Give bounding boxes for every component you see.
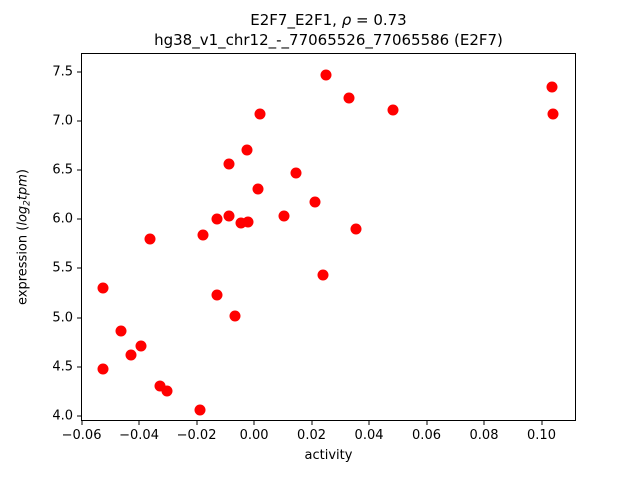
chart-title: E2F7_E2F1, ρ = 0.73 hg38_v1_chr12_-_7706…: [81, 10, 576, 50]
x-axis-tick-label: 0.08: [469, 428, 499, 443]
y-axis-tick-label: 7.0: [52, 113, 73, 129]
y-axis-label: expression (log2tpm): [16, 169, 33, 305]
title-correlation-value: = 0.73: [351, 11, 407, 29]
x-axis-tick: [81, 421, 83, 425]
y-axis-tick: [77, 366, 81, 368]
data-point: [235, 217, 247, 229]
plot-area: [81, 53, 576, 421]
y-axis-tick-label: 7.5: [52, 64, 73, 80]
data-point: [229, 310, 241, 322]
x-axis-tick-label: −0.02: [176, 428, 217, 443]
x-axis-tick-label: 0.00: [239, 428, 269, 443]
y-axis-tick-label: 4.5: [52, 359, 73, 375]
data-point: [223, 210, 235, 222]
data-point: [144, 233, 156, 245]
y-axis-tick: [77, 317, 81, 319]
y-axis-tick: [77, 169, 81, 171]
y-axis-label-suffix: ): [15, 169, 31, 175]
data-point: [546, 81, 558, 93]
x-axis-tick-label: −0.04: [119, 428, 159, 443]
y-axis-label-tpm: tpm: [15, 174, 31, 201]
data-point: [211, 213, 223, 225]
y-axis-tick-label: 6.5: [52, 162, 73, 178]
data-point: [317, 269, 329, 281]
rho-symbol: ρ: [341, 11, 352, 29]
data-point: [135, 340, 147, 352]
y-axis-tick: [77, 218, 81, 220]
data-point: [309, 196, 321, 208]
y-axis-tick-label: 5.5: [52, 260, 73, 276]
data-point: [387, 104, 399, 116]
x-axis-tick-label: 0.06: [412, 428, 441, 443]
data-point: [547, 108, 559, 120]
x-axis-tick: [483, 421, 485, 425]
data-point: [252, 183, 264, 195]
x-axis-tick-label: 0.02: [297, 428, 327, 443]
chart-title-line1: E2F7_E2F1, ρ = 0.73: [81, 10, 576, 30]
data-point: [343, 92, 355, 104]
data-point: [254, 108, 266, 120]
data-point: [278, 210, 290, 222]
y-axis-tick: [77, 415, 81, 417]
data-point: [290, 167, 302, 179]
data-point: [161, 385, 173, 397]
y-axis-tick: [77, 120, 81, 122]
title-pair-label: E2F7_E2F1,: [250, 11, 342, 29]
x-axis-tick-label: 0.04: [354, 428, 384, 443]
y-axis-tick-label: 4.0: [52, 408, 73, 424]
chart-title-line2: hg38_v1_chr12_-_77065526_77065586 (E2F7): [154, 31, 503, 49]
data-point: [197, 229, 209, 241]
x-axis-tick: [196, 421, 198, 425]
x-axis-tick: [541, 421, 542, 425]
y-axis-label-prefix: expression (: [15, 225, 31, 305]
data-point: [320, 69, 332, 81]
y-axis-tick-label: 5.0: [52, 310, 73, 326]
x-axis-tick: [311, 421, 313, 425]
data-point: [211, 289, 223, 301]
x-axis-tick: [138, 421, 140, 425]
y-axis-tick: [77, 267, 81, 269]
x-axis-tick: [368, 421, 370, 425]
data-point: [125, 349, 137, 361]
data-point: [223, 158, 235, 170]
y-axis-label-subscript: 2: [22, 200, 33, 206]
y-axis-label-log: log: [15, 205, 31, 226]
y-axis-tick: [77, 71, 81, 73]
data-point: [194, 404, 206, 416]
data-point: [241, 144, 253, 156]
data-point: [97, 363, 109, 375]
data-point: [154, 380, 166, 392]
data-point: [242, 216, 254, 228]
x-axis-tick: [426, 421, 428, 425]
data-point: [350, 223, 362, 235]
y-axis-tick-label: 6.0: [52, 211, 73, 227]
data-point: [97, 282, 109, 294]
x-axis-tick-label: −0.06: [61, 428, 102, 443]
x-axis-label: activity: [304, 448, 353, 463]
x-axis-tick-label: 0.10: [527, 428, 556, 443]
data-point: [115, 325, 127, 337]
x-axis-tick: [253, 421, 255, 425]
